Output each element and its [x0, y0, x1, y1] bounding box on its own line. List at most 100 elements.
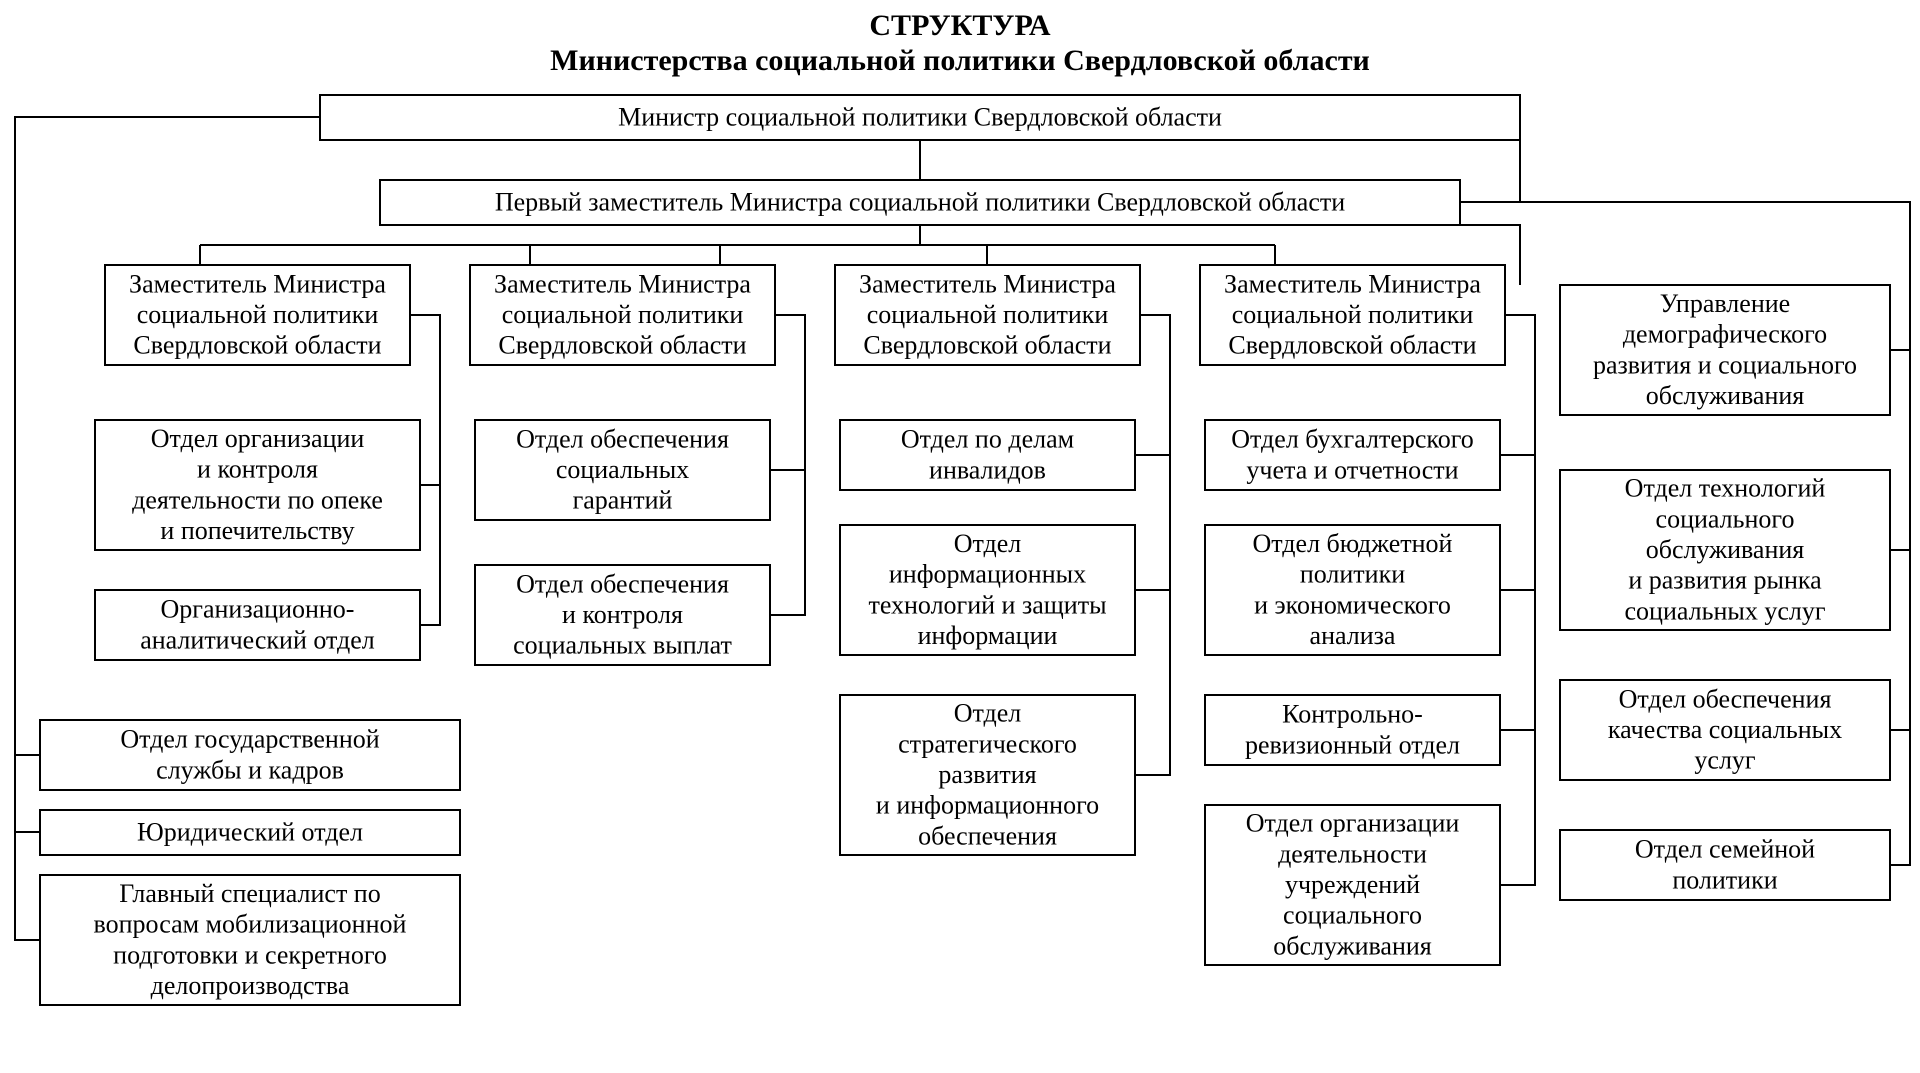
node-dep1: Заместитель Министрасоциальной политикиС…: [105, 265, 410, 365]
node-m3-line-1: вопросам мобилизационной: [94, 910, 407, 939]
node-r4: Отдел семейнойполитики: [1560, 830, 1890, 900]
node-dep4-line-1: социальной политики: [1232, 300, 1474, 329]
node-first_deputy-line-0: Первый заместитель Министра социальной п…: [495, 188, 1345, 217]
edge-19: [1500, 455, 1535, 590]
node-d4b: Отдел бюджетнойполитикии экономическогоа…: [1205, 525, 1500, 655]
node-dep1-line-2: Свердловской области: [133, 331, 381, 360]
node-d4d-line-4: обслуживания: [1273, 931, 1432, 960]
node-m1-line-1: службы и кадров: [156, 755, 344, 784]
node-first_deputy: Первый заместитель Министра социальной п…: [380, 180, 1460, 225]
node-minister-line-0: Министр социальной политики Свердловской…: [618, 103, 1222, 132]
node-r2-line-4: социальных услуг: [1624, 596, 1825, 625]
node-m1: Отдел государственнойслужбы и кадров: [40, 720, 460, 790]
node-d3c: Отделстратегическогоразвитияи информацио…: [840, 695, 1135, 855]
node-d1a-line-0: Отдел организации: [151, 424, 365, 453]
node-r3: Отдел обеспечениякачества социальныхуслу…: [1560, 680, 1890, 780]
node-d4b-line-1: политики: [1300, 560, 1405, 589]
node-m2: Юридический отдел: [40, 810, 460, 855]
title: СТРУКТУРА: [869, 9, 1051, 42]
node-d3b-line-0: Отдел: [954, 529, 1022, 558]
node-d3c-line-4: обеспечения: [918, 821, 1057, 850]
edge-14: [770, 470, 805, 615]
node-dep2-line-0: Заместитель Министра: [494, 269, 751, 298]
node-r3-line-0: Отдел обеспечения: [1619, 684, 1832, 713]
node-r3-line-1: качества социальных: [1608, 715, 1842, 744]
node-d2a-line-1: социальных: [556, 455, 689, 484]
node-d4c: Контрольно-ревизионный отдел: [1205, 695, 1500, 765]
node-d3c-line-2: развития: [938, 760, 1036, 789]
subtitle: Министерства социальной политики Свердло…: [550, 44, 1370, 77]
node-r2-line-1: социального: [1656, 504, 1795, 533]
node-r1-line-0: Управление: [1660, 289, 1790, 318]
node-d3b-line-1: информационных: [889, 560, 1086, 589]
node-d3c-line-3: и информационного: [876, 791, 1099, 820]
node-d4b-line-2: и экономического: [1254, 590, 1451, 619]
node-d3c-line-0: Отдел: [954, 699, 1022, 728]
node-d4d-line-3: социального: [1283, 901, 1422, 930]
node-d2b: Отдел обеспеченияи контролясоциальных вы…: [475, 565, 770, 665]
node-dep1-line-0: Заместитель Министра: [129, 269, 386, 298]
node-d4d: Отдел организациидеятельностиучрежденийс…: [1205, 805, 1500, 965]
node-r1-line-2: развития и социального: [1593, 350, 1857, 379]
node-d4d-line-2: учреждений: [1285, 870, 1420, 899]
node-m3: Главный специалист повопросам мобилизаци…: [40, 875, 460, 1005]
node-d4a-line-1: учета и отчетности: [1246, 455, 1458, 484]
node-m3-line-3: делопроизводства: [151, 971, 350, 1000]
node-d4d-line-0: Отдел организации: [1246, 809, 1460, 838]
node-d4a: Отдел бухгалтерскогоучета и отчетности: [1205, 420, 1500, 490]
node-m1-line-0: Отдел государственной: [120, 725, 379, 754]
node-r1: Управлениедемографическогоразвития и соц…: [1560, 285, 1890, 415]
node-dep1-line-1: социальной политики: [137, 300, 379, 329]
node-d2b-line-0: Отдел обеспечения: [516, 569, 729, 598]
node-d2a: Отдел обеспечениясоциальныхгарантий: [475, 420, 770, 520]
node-d1b-line-1: аналитический отдел: [140, 625, 375, 654]
node-d2a-line-2: гарантий: [573, 486, 673, 515]
edge-21: [1500, 730, 1535, 885]
node-d4a-line-0: Отдел бухгалтерского: [1231, 425, 1473, 454]
node-d3b-line-3: информации: [918, 621, 1058, 650]
node-d2b-line-2: социальных выплат: [513, 631, 732, 660]
node-dep2-line-2: Свердловской области: [498, 331, 746, 360]
edge-17: [1135, 590, 1170, 775]
edge-3: [15, 755, 40, 940]
org-chart: Министр социальной политики Свердловской…: [0, 0, 1920, 1073]
node-d2a-line-0: Отдел обеспечения: [516, 424, 729, 453]
edge-24: [1890, 550, 1910, 730]
node-d4c-line-0: Контрольно-: [1282, 700, 1423, 729]
edge-12: [420, 485, 440, 625]
node-d4b-line-3: анализа: [1310, 621, 1396, 650]
node-r2-line-3: и развития рынка: [1628, 566, 1822, 595]
node-m2-line-0: Юридический отдел: [137, 818, 363, 847]
node-r3-line-2: услуг: [1694, 746, 1755, 775]
node-d3a: Отдел по деламинвалидов: [840, 420, 1135, 490]
node-dep3-line-2: Свердловской области: [863, 331, 1111, 360]
node-d3b-line-2: технологий и защиты: [868, 590, 1106, 619]
node-d2b-line-1: и контроля: [562, 600, 683, 629]
node-d4c-line-1: ревизионный отдел: [1245, 730, 1460, 759]
node-r4-line-1: политики: [1672, 865, 1777, 894]
node-m3-line-2: подготовки и секретного: [113, 940, 387, 969]
edge-16: [1135, 455, 1170, 590]
node-r4-line-0: Отдел семейной: [1635, 835, 1815, 864]
node-dep3: Заместитель Министрасоциальной политикиС…: [835, 265, 1140, 365]
node-dep3-line-1: социальной политики: [867, 300, 1109, 329]
node-d1a-line-2: деятельности по опеке: [132, 485, 383, 514]
node-d3b: Отделинформационныхтехнологий и защитыин…: [840, 525, 1135, 655]
node-dep2-line-1: социальной политики: [502, 300, 744, 329]
node-dep2: Заместитель Министрасоциальной политикиС…: [470, 265, 775, 365]
node-d1b: Организационно-аналитический отдел: [95, 590, 420, 660]
node-d3c-line-1: стратегического: [898, 729, 1077, 758]
node-dep3-line-0: Заместитель Министра: [859, 269, 1116, 298]
node-d3a-line-1: инвалидов: [929, 455, 1046, 484]
node-d4d-line-1: деятельности: [1278, 839, 1427, 868]
node-d1a: Отдел организациии контролядеятельности …: [95, 420, 420, 550]
node-dep4: Заместитель Министрасоциальной политикиС…: [1200, 265, 1505, 365]
node-minister: Министр социальной политики Свердловской…: [320, 95, 1520, 140]
node-r2-line-0: Отдел технологий: [1625, 474, 1826, 503]
node-dep4-line-0: Заместитель Министра: [1224, 269, 1481, 298]
node-d3a-line-0: Отдел по делам: [901, 425, 1074, 454]
node-r1-line-1: демографического: [1623, 320, 1827, 349]
node-d1a-line-3: и попечительству: [160, 516, 354, 545]
node-d1a-line-1: и контроля: [197, 455, 318, 484]
node-r2: Отдел технологийсоциальногообслуживанияи…: [1560, 470, 1890, 630]
